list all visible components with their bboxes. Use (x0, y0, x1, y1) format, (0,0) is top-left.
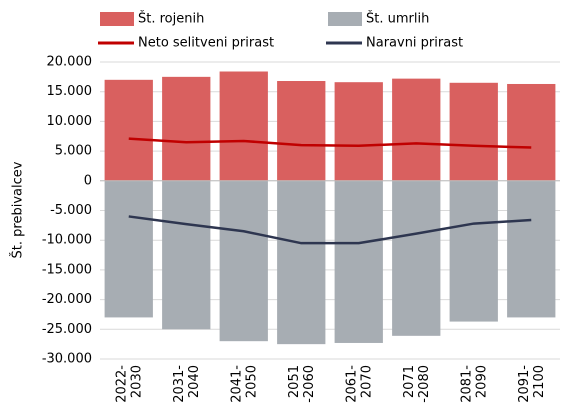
legend-swatch (328, 12, 362, 26)
line (128, 215, 532, 245)
legend-label: Naravni prirast (366, 36, 463, 51)
line (128, 137, 532, 149)
bar (334, 180, 383, 343)
y-tick-label: 10.000 (47, 114, 93, 129)
x-tick-label: 2051 (287, 365, 302, 398)
y-tick-label: -5.000 (50, 203, 92, 218)
y-tick-label: -15.000 (42, 262, 92, 277)
y-axis-label: Št. prebivalcev (10, 161, 26, 258)
legend-label: Št. rojenih (138, 11, 204, 27)
bar (104, 79, 153, 181)
x-tick-label: 2031- (172, 365, 187, 403)
y-tick-label: 0 (84, 173, 92, 188)
bar (162, 76, 211, 181)
legend-label: Št. umrlih (366, 11, 429, 27)
bar (162, 180, 211, 330)
bar (392, 180, 441, 336)
y-tick-label: 20.000 (47, 55, 93, 70)
x-tick-label: 2070 (359, 365, 374, 398)
x-tick-label: 2061- (344, 365, 359, 403)
x-tick-label: 2050 (244, 365, 259, 398)
bar (219, 71, 268, 181)
x-tick-label: 2071 (402, 365, 417, 398)
x-tick-label: -2080 (417, 365, 432, 403)
bar (449, 180, 498, 322)
bar (507, 180, 556, 318)
bar (507, 83, 556, 181)
bar (334, 82, 383, 181)
x-tick-label: 2022- (114, 365, 129, 403)
x-tick-label: 2030 (129, 365, 144, 398)
y-tick-label: -20.000 (42, 292, 92, 307)
y-tick-label: -30.000 (42, 352, 92, 367)
x-tick-label: 2040 (187, 365, 202, 398)
x-tick-label: 2091- (517, 365, 532, 403)
x-tick-label: -2060 (302, 365, 317, 403)
x-tick-label: 2090 (474, 365, 489, 398)
y-tick-label: 5.000 (55, 144, 92, 159)
bar (219, 180, 268, 342)
x-tick-label: 2041- (229, 365, 244, 403)
bar (392, 78, 441, 181)
y-tick-label: 15.000 (47, 84, 93, 99)
bar (277, 81, 326, 181)
x-tick-label: 2100 (532, 365, 547, 398)
y-tick-label: -25.000 (42, 322, 92, 337)
bar (449, 82, 498, 181)
legend-label: Neto selitveni prirast (138, 36, 274, 51)
y-tick-label: -10.000 (42, 233, 92, 248)
legend-swatch (100, 12, 134, 26)
bar (104, 180, 153, 318)
x-tick-label: 2081- (459, 365, 474, 403)
bar (277, 180, 326, 345)
